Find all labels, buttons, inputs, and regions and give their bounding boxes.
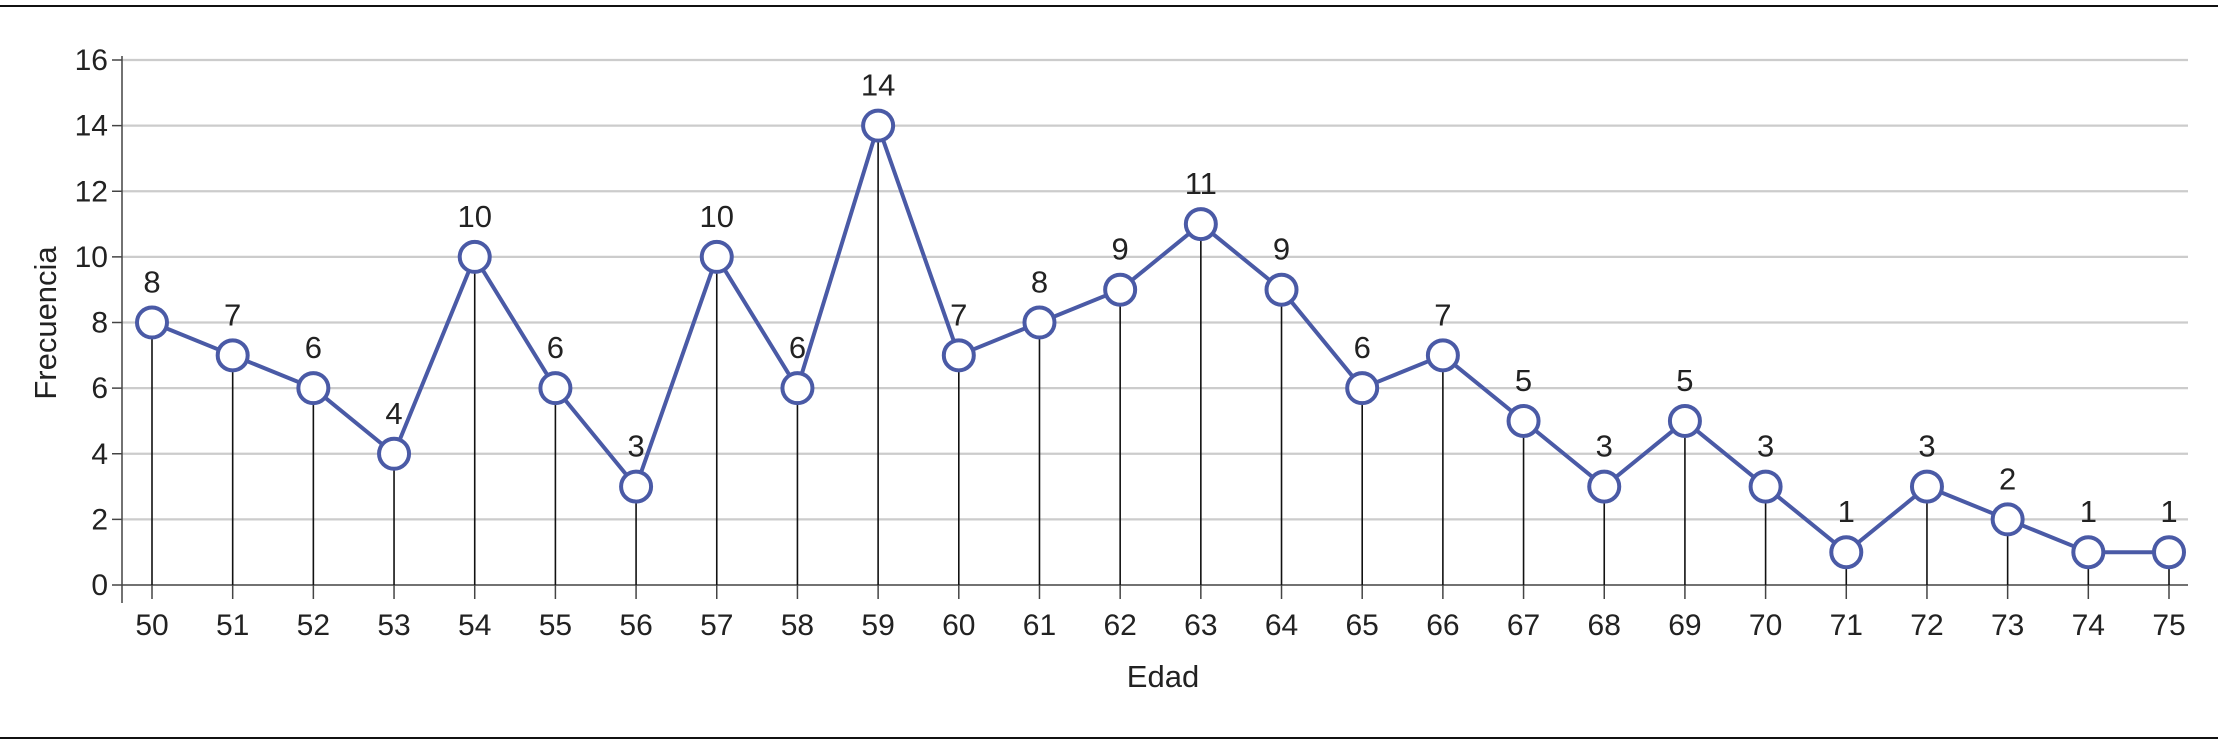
y-tick-label-16: 16	[75, 44, 108, 77]
x-tick-label-65: 65	[1346, 609, 1379, 642]
data-point-72	[1909, 469, 1944, 504]
x-tick-label-71: 71	[1830, 609, 1863, 642]
data-label-51: 7	[224, 297, 241, 332]
data-label-57: 10	[700, 199, 734, 234]
data-label-50: 8	[143, 265, 160, 300]
data-point-75	[2152, 535, 2186, 570]
x-tick-label-60: 60	[942, 609, 975, 642]
x-tick-label-54: 54	[458, 609, 491, 642]
data-label-73: 2	[1999, 461, 2016, 496]
data-label-55: 6	[547, 330, 564, 365]
y-tick-label-0: 0	[91, 569, 108, 602]
data-point-74	[2071, 535, 2106, 570]
x-tick-label-74: 74	[2072, 609, 2105, 642]
y-axis-title: Frecuencia	[28, 246, 63, 400]
data-point-55	[538, 371, 573, 406]
x-tick-label-66: 66	[1426, 609, 1459, 642]
x-tick-label-61: 61	[1023, 609, 1056, 642]
data-label-54: 10	[457, 199, 491, 234]
y-tick-label-8: 8	[91, 307, 108, 340]
data-point-68	[1587, 469, 1622, 504]
data-label-62: 9	[1112, 232, 1129, 267]
data-label-69: 5	[1676, 363, 1693, 398]
gridlines	[122, 58, 2188, 521]
x-tick-label-70: 70	[1749, 609, 1782, 642]
data-point-53	[377, 436, 412, 471]
series	[135, 108, 2186, 570]
x-tick-label-51: 51	[216, 609, 249, 642]
x-tick-label-75: 75	[2152, 609, 2185, 642]
x-tick-label-57: 57	[700, 609, 733, 642]
data-point-50	[135, 305, 169, 340]
data-point-58	[780, 371, 815, 406]
data-point-56	[619, 469, 654, 504]
y-tick-label-2: 2	[91, 503, 108, 536]
data-label-56: 3	[627, 429, 644, 464]
data-point-62	[1103, 272, 1138, 307]
x-tick-label-73: 73	[1991, 609, 2024, 642]
data-point-71	[1829, 535, 1864, 570]
y-tick-label-6: 6	[91, 372, 108, 405]
y-tick-label-10: 10	[75, 241, 108, 274]
x-tick-label-53: 53	[377, 609, 410, 642]
data-label-68: 3	[1596, 429, 1613, 464]
x-axis-title: Edad	[1127, 659, 1199, 694]
data-point-64	[1264, 272, 1299, 307]
data-label-53: 4	[385, 396, 402, 431]
data-point-67	[1506, 403, 1541, 438]
y-tick-label-4: 4	[91, 438, 108, 471]
data-label-64: 9	[1273, 232, 1290, 267]
data-point-70	[1748, 469, 1783, 504]
data-label-75: 1	[2160, 494, 2177, 529]
data-point-54	[457, 239, 492, 274]
x-tick-label-56: 56	[619, 609, 652, 642]
data-point-73	[1990, 502, 2025, 537]
data-point-69	[1667, 403, 1702, 438]
x-tick-label-52: 52	[297, 609, 330, 642]
data-label-58: 6	[789, 330, 806, 365]
x-tick-label-50: 50	[135, 609, 168, 642]
series-line	[151, 123, 2169, 555]
data-label-63: 11	[1185, 166, 1217, 201]
x-tick-label-69: 69	[1668, 609, 1701, 642]
x-tick-label-63: 63	[1184, 609, 1217, 642]
data-point-60	[941, 338, 976, 373]
data-point-63	[1183, 207, 1218, 242]
data-point-66	[1425, 338, 1460, 373]
data-point-51	[215, 338, 250, 373]
data-label-59: 14	[861, 68, 895, 103]
x-tick-label-58: 58	[781, 609, 814, 642]
x-tick-label-62: 62	[1103, 609, 1136, 642]
drop-lines	[151, 125, 2170, 585]
x-tick-label-64: 64	[1265, 609, 1298, 642]
x-tick-label-72: 72	[1910, 609, 1943, 642]
data-label-66: 7	[1434, 297, 1451, 332]
data-point-57	[699, 239, 734, 274]
data-point-52	[296, 371, 331, 406]
y-tick-label-12: 12	[75, 175, 108, 208]
data-label-72: 3	[1918, 429, 1935, 464]
data-label-71: 1	[1838, 494, 1855, 529]
data-point-59	[861, 108, 896, 143]
x-tick-label-67: 67	[1507, 609, 1540, 642]
x-tick-label-59: 59	[861, 609, 894, 642]
data-label-67: 5	[1515, 363, 1532, 398]
data-label-61: 8	[1031, 265, 1048, 300]
data-label-52: 6	[305, 330, 322, 365]
data-point-65	[1345, 371, 1380, 406]
y-tick-label-14: 14	[75, 110, 108, 143]
data-label-70: 3	[1757, 429, 1774, 464]
data-point-61	[1022, 305, 1057, 340]
x-tick-label-68: 68	[1588, 609, 1621, 642]
data-label-60: 7	[950, 297, 967, 332]
x-tick-label-55: 55	[539, 609, 572, 642]
data-label-74: 1	[2080, 494, 2097, 529]
data-label-65: 6	[1354, 330, 1371, 365]
